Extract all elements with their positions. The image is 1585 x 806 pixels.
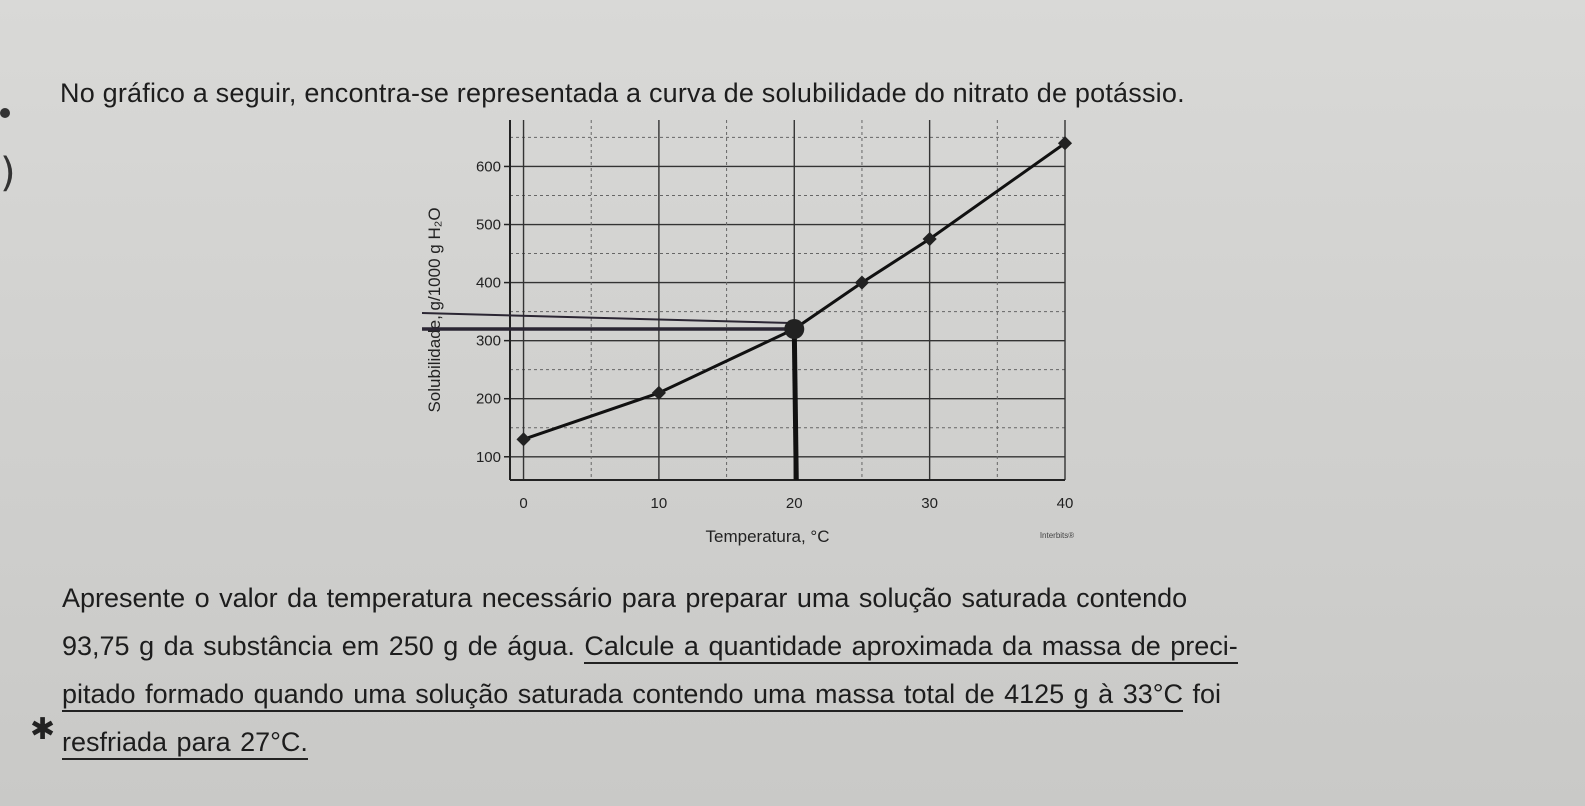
question-text: Apresente o valor da temperatura necessá… <box>62 574 1482 766</box>
annotation-horizontal-2 <box>421 312 791 325</box>
question-line-4: resfriada para 27°C. <box>62 718 1482 766</box>
chart-svg: 100 200 300 400 500 600 0 10 20 30 40 Temperatura, … <box>421 120 1074 546</box>
x-tick-label: 20 <box>786 495 803 512</box>
y-tick-label: 300 <box>476 333 501 350</box>
data-point <box>1057 136 1073 151</box>
question-line-3: pitado formado quando uma solução satura… <box>62 670 1482 718</box>
chart-credit: Interbits® <box>1040 531 1074 540</box>
x-tick-label: 40 <box>1057 495 1074 512</box>
underlined-task-cont: pitado formado quando uma solução satura… <box>62 679 1184 712</box>
x-tick-label: 0 <box>519 495 527 512</box>
annotation-vertical <box>791 328 799 481</box>
bullet-dot <box>0 108 10 118</box>
y-axis-title: Solubilidade, g/1000 g H₂O <box>425 207 444 412</box>
y-tick-label: 500 <box>476 217 501 234</box>
question-line-1: Apresente o valor da temperatura necessá… <box>62 583 1188 613</box>
y-tick-label: 600 <box>476 158 501 175</box>
solubility-chart: 100 200 300 400 500 600 0 10 20 30 40 Temperatura, … <box>420 110 1100 550</box>
star-mark: ✱ <box>30 713 56 746</box>
underlined-task: Calcule a quantidade aproximada da massa… <box>584 631 1238 664</box>
question-line-3b: foi <box>1183 679 1222 709</box>
x-axis-title: Temperatura, °C <box>706 527 830 546</box>
data-point <box>922 231 937 247</box>
solubility-curve <box>523 142 1066 441</box>
annotation-point <box>784 319 805 340</box>
data-point <box>516 432 531 447</box>
x-tick-label: 30 <box>921 495 938 512</box>
question-line-2a: 93,75 g da substância em 250 g de água. <box>62 631 585 661</box>
y-tick-label: 200 <box>476 391 501 408</box>
intro-text: No gráfico a seguir, encontra-se represe… <box>60 78 1185 108</box>
x-tick-label: 10 <box>651 495 668 512</box>
question-line-2: 93,75 g da substância em 250 g de água. … <box>62 622 1482 670</box>
underlined-task-end: resfriada para 27°C. <box>62 727 308 760</box>
y-tick-label: 400 <box>476 275 501 292</box>
data-point <box>854 275 870 290</box>
data-point <box>651 385 666 400</box>
y-tick-label: 100 <box>476 449 501 466</box>
margin-mark: ) <box>0 150 16 196</box>
